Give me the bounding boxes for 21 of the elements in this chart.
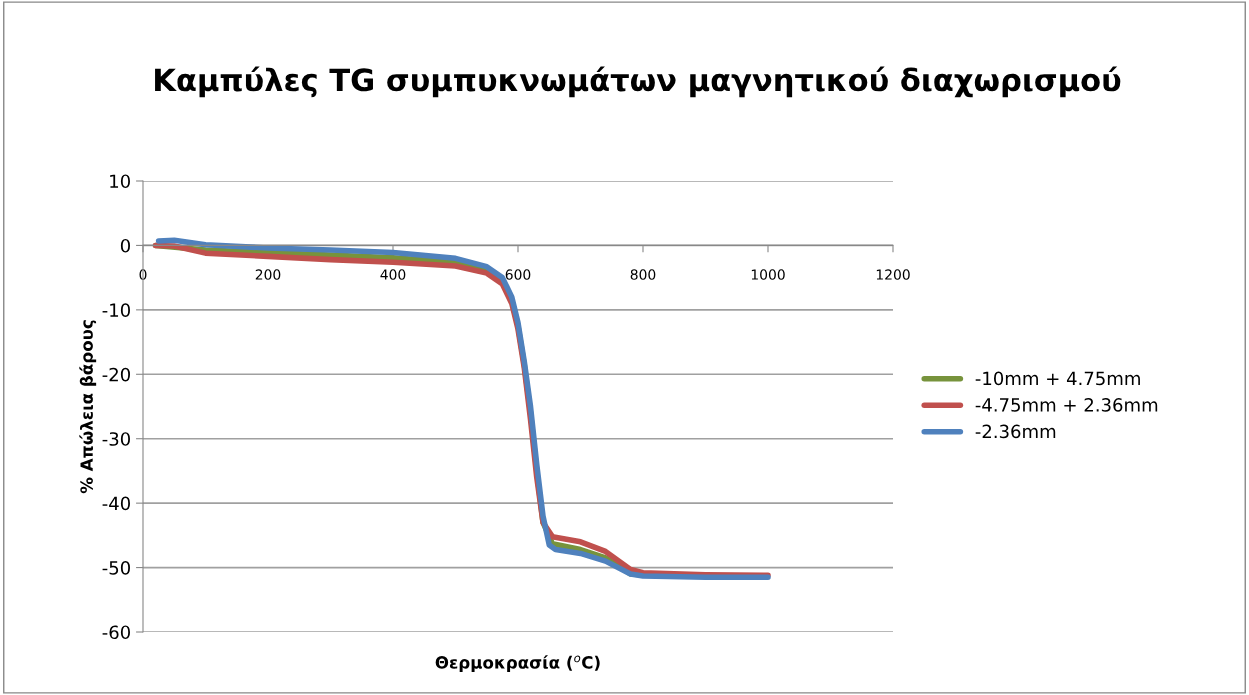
legend-label: -10mm + 4.75mm (975, 371, 1140, 386)
y-tick-label: -30 (102, 432, 130, 446)
x-tick-label: 1200 (876, 269, 910, 280)
y-tick-label: -20 (102, 367, 130, 382)
x-axis-title: Θερμοκρασία ($^{o}$C) (435, 655, 600, 672)
x-tick-label: 1000 (751, 269, 785, 280)
y-tick-label: 10 (110, 174, 130, 189)
y-tick-label: -50 (102, 561, 130, 575)
x-tick-label: 800 (630, 269, 656, 280)
y-tick-label: -10 (102, 303, 130, 317)
x-tick-label: 600 (505, 269, 531, 280)
y-tick-label: 0 (120, 238, 130, 253)
chart-title: Καμπύλες TG συμπυκνωμάτων μαγνητικού διαχωρισμού (155, 66, 1121, 98)
x-tick-label: 200 (255, 269, 281, 280)
y-axis-title: % Απώλεια βάρους (79, 320, 97, 494)
x-tick-label: 0 (139, 269, 147, 280)
y-tick-label: -60 (102, 625, 130, 640)
legend-label: -2.36mm (975, 424, 1056, 439)
y-tick-label: -40 (102, 496, 130, 511)
x-tick-label: 400 (380, 269, 406, 280)
legend-label: -4.75mm + 2.36mm (975, 398, 1158, 412)
